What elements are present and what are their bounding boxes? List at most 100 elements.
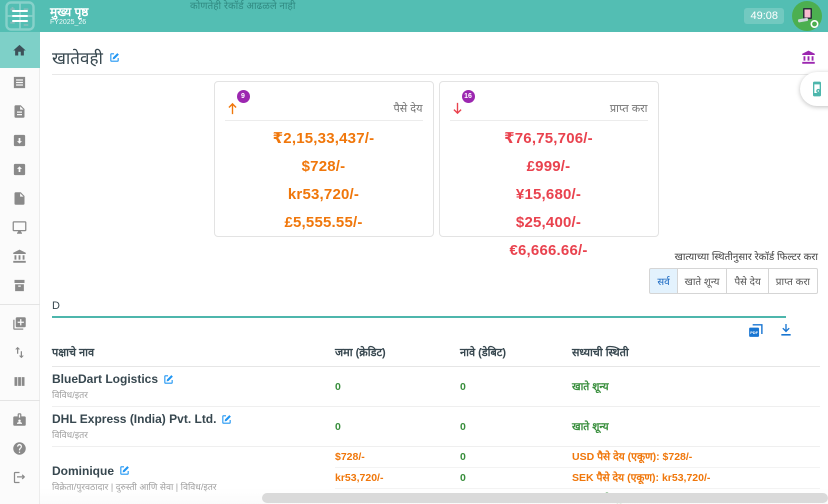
session-timer: 49:08 [744, 8, 784, 24]
party-name[interactable]: DHL Express (India) Pvt. Ltd. [52, 412, 217, 426]
filter-option[interactable]: सर्व [649, 268, 678, 294]
help-icon [13, 442, 26, 455]
sidebar-item-file[interactable] [0, 184, 40, 213]
amount-value: £5,555.55/- [284, 214, 363, 231]
debit-cell: 0 [460, 377, 572, 397]
device-gear-icon [813, 81, 821, 97]
filter-option[interactable]: खाते शून्य [677, 268, 728, 294]
sidebar-item-help[interactable] [0, 434, 40, 463]
cell-value: 0 [335, 420, 341, 433]
amount-value: £999/- [526, 158, 571, 175]
status-filter: खात्याच्या स्थितीनुसार रेकॉर्ड फिल्टर कर… [52, 249, 820, 294]
cell-value: USD पैसे देय (एकूण): $728/- [572, 451, 693, 463]
credit-cell: 0 [335, 417, 460, 437]
sidebar-item-columns[interactable] [0, 367, 40, 396]
arrow-up-icon [227, 102, 237, 115]
document-icon [14, 105, 25, 118]
sidebar-item-import-box[interactable] [0, 126, 40, 155]
avatar[interactable] [792, 1, 822, 31]
col-status[interactable]: सध्याची स्थिती [572, 347, 629, 359]
download-icon[interactable] [778, 322, 794, 339]
status-cell: खाते शून्य [572, 377, 820, 397]
ledger-table: BlueDart Logistics विविध/इतर 0 0 खाते शून्य D… [52, 367, 820, 504]
filter-option[interactable]: पैसे देय [727, 268, 769, 294]
sidebar-item-sort[interactable] [0, 338, 40, 367]
duplicate-add-icon [13, 317, 26, 330]
party-name[interactable]: BlueDart Logistics [52, 372, 159, 386]
pdf-export-icon[interactable]: PDF [747, 322, 764, 339]
app-title: मुख्य पृष्ठ [50, 5, 89, 19]
amount-value: ₹76,75,706/- [504, 130, 593, 147]
sidebar-item-badge[interactable] [0, 405, 40, 434]
sidebar-item-list[interactable] [0, 68, 40, 97]
export-box-icon [13, 163, 26, 176]
col-credit[interactable]: जमा (क्रेडिट) [335, 347, 386, 359]
filter-button-group: सर्व खाते शून्य पैसे देय प्राप्त करा [649, 268, 818, 294]
amount-value: ₹2,15,33,437/- [272, 130, 375, 147]
cell-value: खाते शून्य [572, 420, 609, 433]
cell-value: 0 [460, 451, 466, 463]
summary-cards: 9 पैसे देय ₹2,15,33,437/- $728/- kr53,720/… [52, 81, 820, 259]
cell-value: खाते शून्य [572, 380, 609, 393]
party-subtitle: विक्रेता/पुरवठादार | दुरुस्ती आणि सेवा |… [52, 481, 217, 492]
receivable-count-badge: 16 [461, 90, 475, 103]
party-cell: BlueDart Logistics विविध/इतर [52, 367, 335, 406]
columns-icon [14, 377, 25, 386]
edit-party-icon[interactable] [221, 414, 232, 425]
cell-value: SEK पैसे देय (एकूण): kr53,720/- [572, 467, 820, 488]
search-input[interactable] [52, 297, 786, 318]
col-party-name[interactable]: पक्षाचे नाव [52, 347, 95, 359]
app-header: कोणतेही रेकॉर्ड आढळले नाही मुख्य पृष्ठ F… [0, 0, 828, 32]
sidebar-item-home[interactable] [0, 32, 40, 68]
import-box-icon [13, 134, 26, 147]
bank-icon [13, 249, 26, 263]
filter-option[interactable]: प्राप्त करा [768, 268, 818, 294]
edit-party-icon[interactable] [163, 374, 174, 385]
sidebar-item-logout[interactable] [0, 463, 40, 492]
archive-icon [14, 279, 25, 292]
sidebar-item-bank[interactable] [0, 242, 40, 271]
amount-value: kr53,720/- [287, 186, 360, 203]
col-debit[interactable]: नावे (डेबिट) [460, 347, 507, 359]
edit-party-icon[interactable] [119, 465, 130, 476]
sort-icon [15, 346, 24, 359]
receivable-card[interactable]: 16 प्राप्त करा ₹76,75,706/- £999/- ¥15,680… [438, 81, 659, 259]
toast-message: कोणतेही रेकॉर्ड आढळले नाही [190, 1, 296, 12]
party-subtitle: विविध/इतर [52, 390, 88, 400]
sidebar-item-document[interactable] [0, 97, 40, 126]
receivable-label: प्राप्त करा [609, 103, 648, 115]
payable-card[interactable]: 9 पैसे देय ₹2,15,33,437/- $728/- kr53,720/… [213, 81, 434, 237]
sidebar-item-archive[interactable] [0, 271, 40, 300]
amount-value: ¥15,680/- [515, 186, 582, 203]
cell-value: 0 [460, 467, 572, 488]
table-row[interactable]: DHL Express (India) Pvt. Ltd. विविध/इतर 0 0… [52, 407, 820, 447]
amount-value: €6,666.66/- [509, 242, 588, 259]
filter-label: खात्याच्या स्थितीनुसार रेकॉर्ड फिल्टर कर… [674, 252, 818, 263]
cell-value: $728/- [335, 451, 365, 463]
sidebar-divider [0, 304, 40, 305]
table-row[interactable]: BlueDart Logistics विविध/इतर 0 0 खाते शून्य [52, 367, 820, 407]
party-cell: DHL Express (India) Pvt. Ltd. विविध/इतर [52, 407, 335, 446]
file-icon [14, 192, 25, 205]
bank-icon[interactable] [801, 50, 816, 65]
menu-button[interactable] [0, 0, 40, 32]
svg-text:PDF: PDF [750, 330, 758, 335]
cell-value: 0 [460, 380, 466, 393]
status-cell: खाते शून्य [572, 417, 820, 437]
party-name[interactable]: Dominique [52, 463, 114, 478]
badge-icon [13, 413, 26, 426]
cell-value: 0 [460, 420, 466, 433]
sidebar-item-export-box[interactable] [0, 155, 40, 184]
fiscal-year-label: FY2025_26 [50, 19, 87, 26]
payable-label: पैसे देय [393, 103, 423, 115]
mobile-settings-button[interactable] [800, 72, 828, 106]
main-content: खातेवही 9 पैसे देय [40, 32, 828, 504]
arrow-down-icon [452, 102, 462, 115]
amount-value: $728/- [301, 158, 346, 175]
sidebar-item-monitor[interactable] [0, 213, 40, 242]
edit-ledger-icon[interactable] [109, 52, 120, 63]
sidebar-item-duplicate-add[interactable] [0, 309, 40, 338]
payable-count-badge: 9 [236, 90, 250, 103]
horizontal-scrollbar[interactable] [262, 493, 828, 503]
